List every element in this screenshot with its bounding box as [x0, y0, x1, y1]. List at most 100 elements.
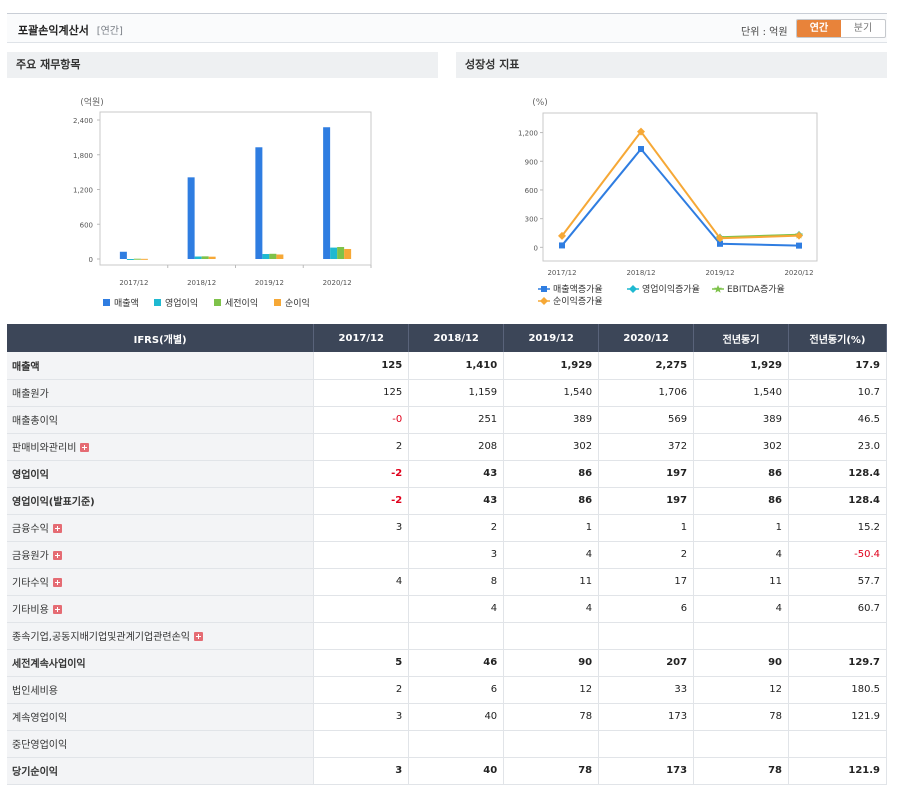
quarter-tab[interactable]: 분기 — [853, 23, 873, 34]
bar-legend-label: 매출액 — [114, 297, 139, 309]
table-row: 금융수익 3 2 1 1 1 15.2 — [7, 514, 887, 542]
table-cell: 389 — [503, 406, 600, 434]
table-cell: 128.4 — [788, 460, 887, 488]
bar-chart-unit-label: (억원) — [80, 96, 104, 108]
row-label[interactable]: 금융수익 — [7, 514, 315, 542]
table-cell: 2 — [408, 514, 505, 542]
row-label-text: 매출총이익 — [12, 416, 58, 427]
table-cell — [788, 622, 887, 650]
expand-plus-icon[interactable] — [193, 632, 203, 641]
table-cell: 1,540 — [503, 379, 600, 407]
line-legend-label: 순이익증가율 — [553, 295, 603, 307]
line-chart-unit-label: (%) — [532, 98, 548, 108]
table-cell: 33 — [598, 676, 695, 704]
table-cell — [408, 622, 505, 650]
row-label[interactable]: 종속기업,공동지배기업및관계기업관련손익 — [7, 622, 315, 650]
row-label: 당기순이익 — [7, 757, 315, 785]
column-header: 2018/12 — [408, 324, 505, 352]
table-cell: 60.7 — [788, 595, 887, 623]
table-cell: 78 — [503, 757, 600, 785]
table-cell: 1 — [503, 514, 600, 542]
statement-title-text: 포괄손익계산서 — [18, 24, 89, 37]
table-cell: 43 — [408, 460, 505, 488]
table-cell: 208 — [408, 433, 505, 461]
line-y-tick-label: 0 — [534, 244, 538, 252]
table-cell: 1,929 — [693, 352, 790, 380]
line-series-매출액증가율 — [561, 147, 800, 247]
row-label: 계속영업이익 — [7, 703, 315, 731]
expand-plus-icon[interactable] — [52, 524, 62, 533]
table-cell: 4 — [503, 595, 600, 623]
table-row: 판매비와관리비 2 208 302 372 302 23.0 — [7, 433, 887, 461]
line-point-매출액증가율 — [796, 242, 802, 249]
row-label-text: 기타비용 — [12, 605, 49, 616]
statement-period-tag: [연간] — [96, 26, 123, 37]
row-label-text: 금융수익 — [12, 524, 49, 535]
table-cell: 86 — [693, 487, 790, 515]
expand-plus-icon[interactable] — [80, 443, 90, 452]
table-cell — [313, 541, 410, 569]
table-cell: 4 — [408, 595, 505, 623]
table-cell: 4 — [693, 595, 790, 623]
line-x-tick-label: 2020/12 — [784, 269, 813, 277]
table-row: 매출원가 125 1,159 1,540 1,706 1,540 10.7 — [7, 379, 887, 407]
table-row: 기타비용 4 4 6 4 60.7 — [7, 595, 887, 623]
table-cell: 4 — [313, 568, 410, 596]
row-label[interactable]: 금융원가 — [7, 541, 315, 569]
row-label[interactable]: 판매비와관리비 — [7, 433, 315, 461]
row-label-text: 당기순이익 — [12, 767, 58, 778]
expand-plus-icon[interactable] — [52, 605, 62, 614]
bar-영업이익 — [330, 247, 338, 259]
table-cell: 40 — [408, 703, 505, 731]
table-cell: 4 — [693, 541, 790, 569]
row-label-text: 매출액 — [12, 361, 40, 373]
bar-순이익 — [344, 248, 352, 259]
bar-순이익 — [140, 258, 148, 260]
statement-title: 포괄손익계산서 [연간] — [18, 22, 123, 38]
expand-plus-icon[interactable] — [52, 578, 62, 587]
table-cell: 17 — [598, 568, 695, 596]
table-cell: 1,540 — [693, 379, 790, 407]
table-row: 영업이익 -2 43 86 197 86 128.4 — [7, 460, 887, 488]
table-cell: 15.2 — [788, 514, 887, 542]
table-cell: 3 — [313, 703, 410, 731]
table-cell: 129.7 — [788, 649, 887, 677]
line-point-EBITDA증가율 — [714, 285, 722, 293]
table-cell: 173 — [598, 703, 695, 731]
left-panel-title: 주요 재무항목 — [7, 52, 438, 78]
row-label-text: 종속기업,공동지배기업및관계기업관련손익 — [12, 632, 190, 643]
expand-plus-icon[interactable] — [52, 551, 62, 560]
line-x-tick-label: 2017/12 — [547, 269, 576, 277]
bar-세전이익 — [201, 256, 209, 259]
annual-tab[interactable]: 연간 — [797, 20, 841, 37]
table-cell: 125 — [313, 379, 410, 407]
line-legend-label: EBITDA증가율 — [727, 284, 785, 295]
bar-legend-label: 세전이익 — [225, 297, 258, 309]
line-point-순이익증가율 — [540, 297, 548, 305]
table-cell: 11 — [693, 568, 790, 596]
row-label: 법인세비용 — [7, 676, 315, 704]
table-cell: 86 — [503, 487, 600, 515]
period-toggle: 연간 분기 — [796, 19, 886, 38]
row-label[interactable]: 기타수익 — [7, 568, 315, 596]
financial-items-bar-chart: (억원) 2,400 1,800 1,200 600 0 2017/12 2018/12 201… — [73, 96, 372, 309]
line-point-순이익증가율 — [558, 231, 566, 240]
table-cell: 3 — [313, 514, 410, 542]
bar-legend-label: 영업이익 — [165, 297, 198, 309]
bar-순이익 — [208, 256, 216, 259]
table-cell: 180.5 — [788, 676, 887, 704]
line-point-순이익증가율 — [637, 127, 645, 136]
row-label[interactable]: 기타비용 — [7, 595, 315, 623]
table-cell: 86 — [693, 460, 790, 488]
table-row: 영업이익(발표기준) -2 43 86 197 86 128.4 — [7, 487, 887, 515]
table-cell: 3 — [313, 757, 410, 785]
table-cell — [598, 622, 695, 650]
line-plot-frame — [542, 112, 818, 262]
line-point-매출액증가율 — [717, 240, 723, 247]
table-cell: 23.0 — [788, 433, 887, 461]
growth-line-chart: (%) 1,200 900 600 300 0 2017/12 2018/12 2019/12 2… — [518, 98, 818, 307]
table-row: 금융원가 3 4 2 4 -50.4 — [7, 541, 887, 569]
row-label: 매출액 — [7, 352, 315, 380]
line-point-영업이익증가율 — [629, 285, 637, 293]
